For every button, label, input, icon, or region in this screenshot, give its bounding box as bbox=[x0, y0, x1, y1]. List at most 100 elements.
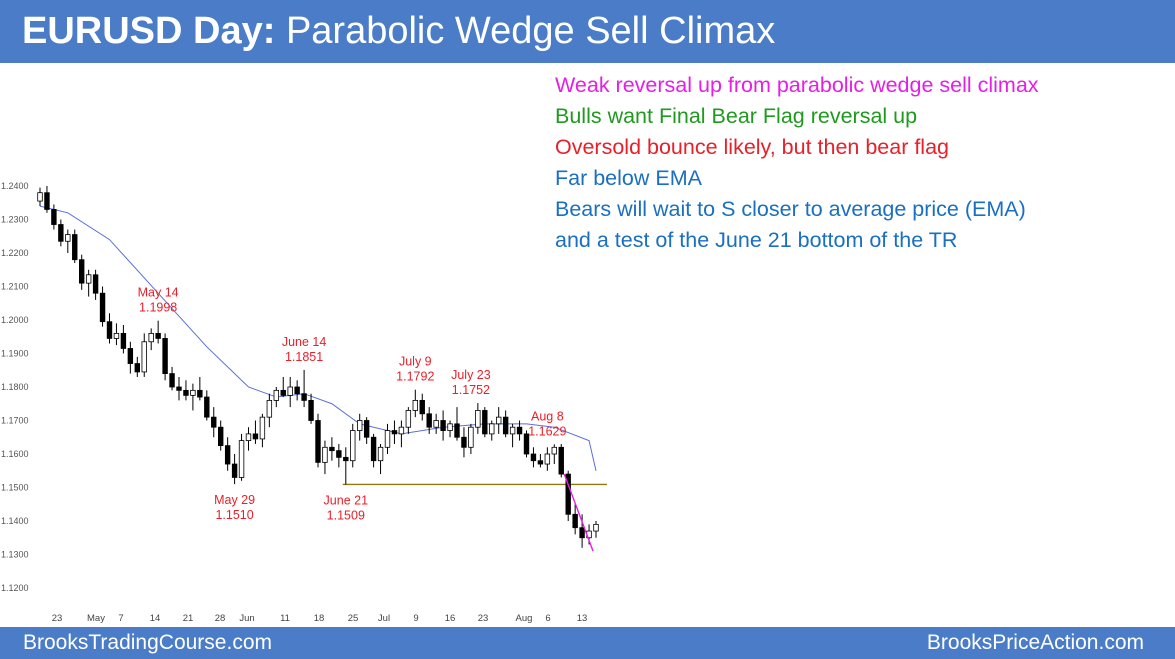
x-tick-label: 23 bbox=[478, 613, 489, 624]
candle-body bbox=[565, 473, 571, 515]
x-tick-label: 21 bbox=[183, 613, 194, 624]
candle-body bbox=[468, 426, 474, 448]
x-tick-label: 6 bbox=[545, 613, 550, 624]
title-bold: EURUSD Day: bbox=[22, 10, 276, 52]
candle-body bbox=[440, 420, 446, 431]
candle-body bbox=[245, 433, 252, 441]
y-tick-label: 1.1500 bbox=[1, 483, 29, 493]
y-tick-label: 1.1300 bbox=[1, 550, 29, 560]
x-tick-label: 7 bbox=[118, 613, 123, 624]
candle-body bbox=[72, 234, 78, 261]
footer-link-left[interactable]: BrooksTradingCourse.com bbox=[23, 631, 272, 654]
candle-body bbox=[405, 410, 412, 428]
annotation-label: May 14 bbox=[138, 286, 179, 300]
x-tick-label: Jun bbox=[239, 613, 254, 624]
candle-body bbox=[523, 433, 530, 455]
candle-body bbox=[572, 513, 578, 529]
note-2: Bulls want Final Bear Flag reversal up bbox=[555, 104, 918, 128]
x-tick-label: Aug bbox=[516, 613, 533, 624]
candle-body bbox=[266, 399, 273, 418]
candle-body bbox=[516, 426, 523, 435]
candle-body bbox=[419, 399, 425, 415]
candle-body bbox=[350, 430, 356, 462]
x-tick-label: 18 bbox=[314, 613, 325, 624]
candle-body bbox=[391, 430, 398, 435]
candle-body bbox=[79, 259, 85, 284]
x-tick-label: Jul bbox=[378, 613, 390, 624]
candle-body bbox=[398, 426, 405, 435]
candle-body bbox=[58, 224, 64, 242]
candle-body bbox=[92, 274, 99, 294]
candle-body bbox=[204, 396, 210, 418]
x-tick-label: 16 bbox=[445, 613, 456, 624]
candle-body bbox=[579, 527, 585, 539]
y-tick-label: 1.1700 bbox=[1, 416, 29, 426]
candle-body bbox=[343, 456, 349, 462]
candle-body bbox=[377, 446, 384, 462]
footer-bar: BrooksTradingCourse.com BrooksPriceActio… bbox=[0, 627, 1175, 659]
candle-body bbox=[113, 332, 120, 339]
annotation-value: 1.1510 bbox=[215, 508, 253, 522]
candle-body bbox=[426, 413, 432, 428]
candlestick-chart: 1.2400 1.2300 1.2200 1.2100 1.2000 1.1900 1.18… bbox=[1, 181, 607, 624]
candle-body bbox=[238, 440, 245, 478]
candle-body bbox=[99, 292, 106, 323]
annotation-label: June 21 bbox=[324, 493, 369, 507]
candle-body bbox=[162, 338, 168, 374]
candle-body bbox=[454, 423, 460, 438]
candle-body bbox=[329, 446, 335, 452]
candle-body bbox=[183, 389, 189, 396]
candle-body bbox=[482, 410, 488, 435]
x-tick-label: 25 bbox=[348, 613, 359, 624]
candle-body bbox=[217, 426, 224, 447]
y-tick-label: 1.1900 bbox=[1, 349, 29, 359]
candle-body bbox=[231, 463, 238, 478]
commentary-notes: Weak reversal up from parabolic wedge se… bbox=[555, 70, 1155, 256]
y-tick-label: 1.2000 bbox=[1, 315, 29, 325]
footer-link-right[interactable]: BrooksPriceAction.com bbox=[926, 631, 1144, 654]
candle-body bbox=[176, 386, 182, 391]
candle-body bbox=[197, 389, 203, 398]
candle-body bbox=[155, 332, 161, 339]
title-bar: EURUSD Day: Parabolic Wedge Sell Climax bbox=[0, 0, 1175, 63]
x-tick-label: 13 bbox=[577, 613, 588, 624]
annotation-value: 1.1629 bbox=[528, 424, 566, 438]
wedge-line bbox=[563, 473, 594, 552]
candle-body bbox=[502, 416, 509, 435]
candle-body bbox=[85, 274, 92, 284]
candle-body bbox=[259, 416, 266, 440]
candle-body bbox=[544, 453, 551, 465]
annotation-value: 1.1792 bbox=[396, 370, 434, 384]
candle-body bbox=[120, 332, 127, 349]
candle-body bbox=[273, 389, 279, 401]
annotation-value: 1.1998 bbox=[139, 301, 177, 315]
candle-body bbox=[44, 192, 50, 210]
candle-body bbox=[336, 450, 342, 458]
candle-body bbox=[447, 423, 453, 431]
title-rest: Parabolic Wedge Sell Climax bbox=[275, 10, 776, 52]
candle-body bbox=[495, 416, 502, 425]
candle-body bbox=[315, 420, 321, 463]
candle-body bbox=[363, 420, 370, 438]
candle-body bbox=[287, 386, 293, 396]
note-5: Bears will wait to S closer to average p… bbox=[555, 197, 1026, 221]
annotation-value: 1.1851 bbox=[285, 350, 323, 364]
annotation-value: 1.1752 bbox=[452, 383, 490, 397]
candle-body bbox=[141, 341, 147, 373]
candle-body bbox=[294, 386, 300, 395]
candle-body bbox=[412, 399, 418, 411]
y-tick-label: 1.1400 bbox=[1, 516, 29, 526]
candle-body bbox=[280, 389, 286, 396]
candle-body bbox=[224, 445, 231, 465]
candle-body bbox=[211, 416, 217, 428]
annotation-label: Aug 8 bbox=[531, 409, 564, 423]
y-tick-label: 1.2400 bbox=[1, 181, 29, 191]
y-tick-label: 1.1600 bbox=[1, 449, 29, 459]
ema-line bbox=[39, 205, 597, 471]
candle-body bbox=[461, 436, 467, 448]
candle-body bbox=[433, 420, 439, 428]
candle-body bbox=[148, 332, 154, 343]
x-tick-label: May bbox=[87, 613, 105, 624]
candle-body bbox=[190, 389, 196, 396]
note-6: and a test of the June 21 bottom of the … bbox=[555, 228, 958, 252]
